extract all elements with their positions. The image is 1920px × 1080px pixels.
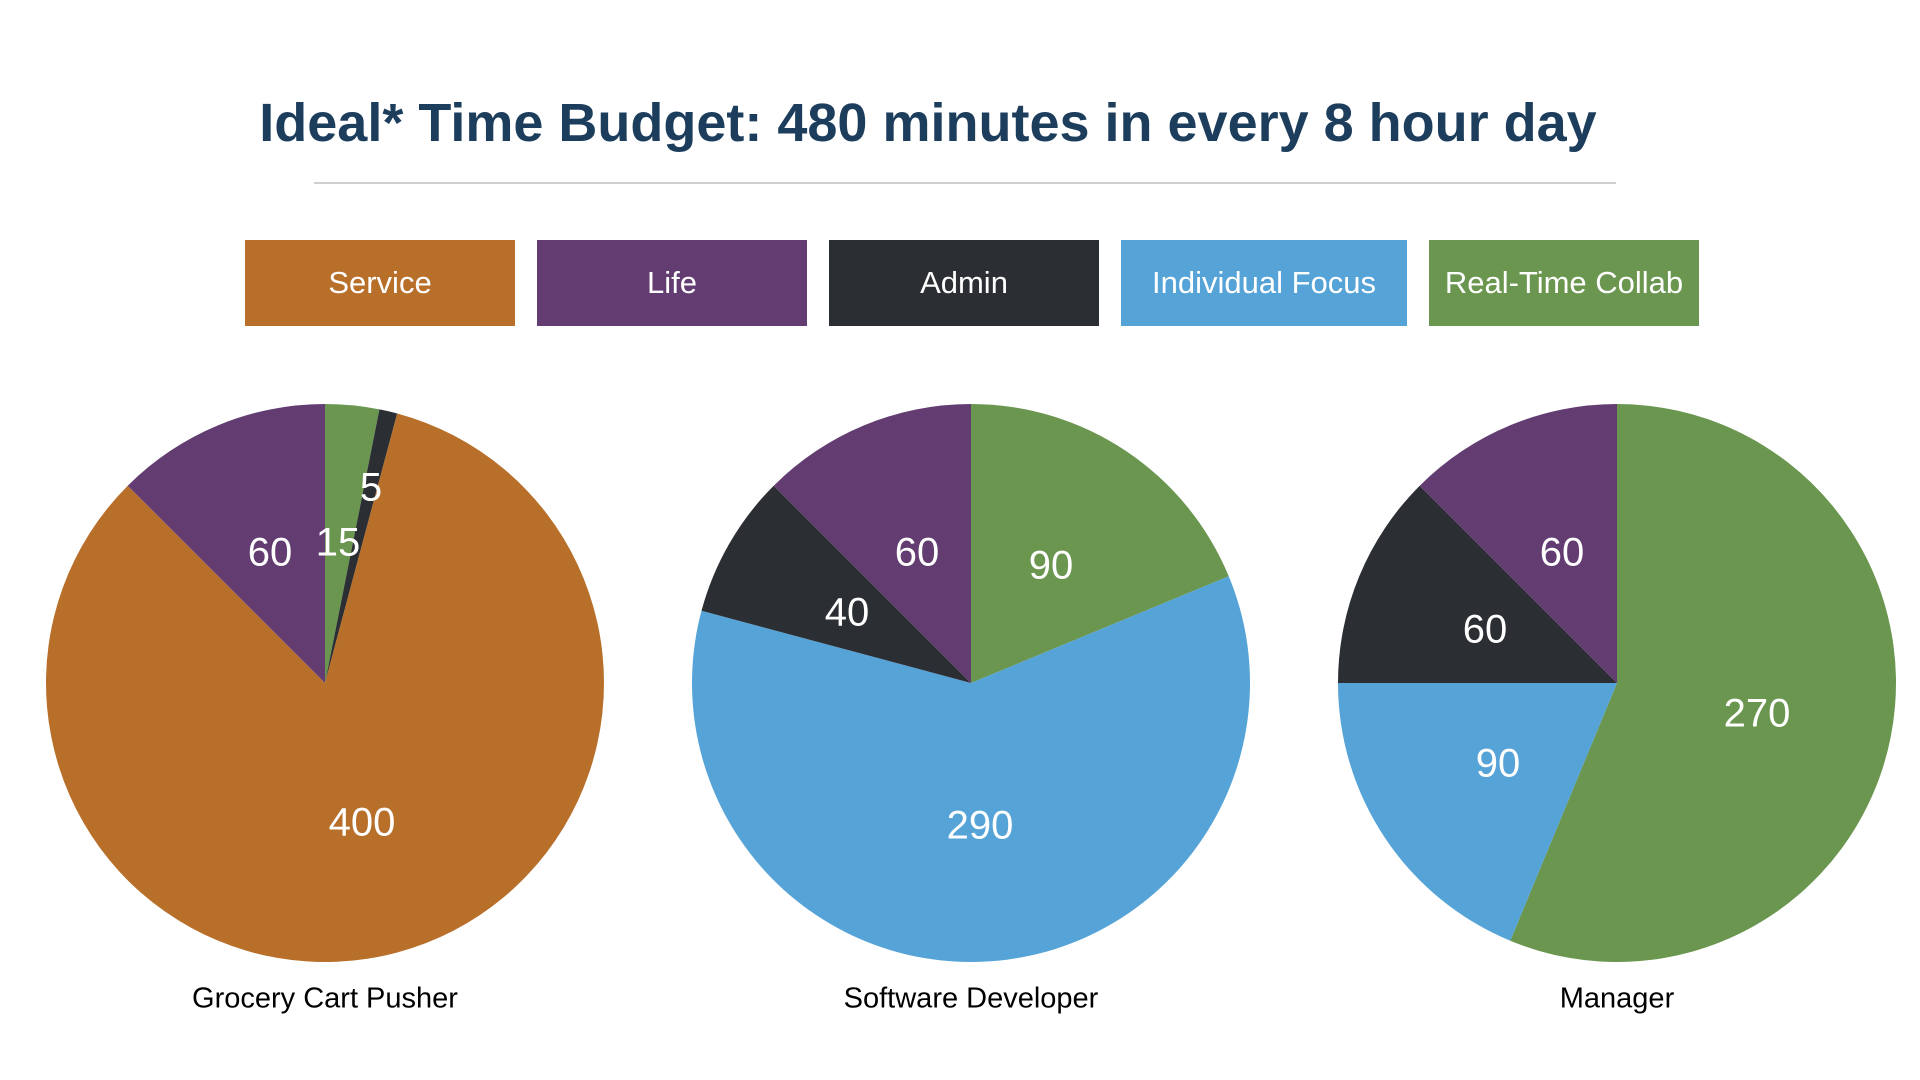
pie-slice-admin	[325, 409, 398, 683]
slice-value-label: 5	[360, 466, 382, 510]
pie-slice-real-time-collab	[1510, 404, 1896, 963]
pie-chart-caption: Manager	[1560, 983, 1675, 1015]
slice-value-label: 400	[329, 801, 396, 845]
pie-slice-real-time-collab	[325, 404, 380, 683]
slice-value-label: 60	[1463, 608, 1508, 652]
chart-title: Ideal* Time Budget: 480 minutes in every…	[259, 93, 1597, 153]
pie-slice-real-time-collab	[971, 404, 1229, 683]
pie-slice-life	[773, 404, 971, 683]
slice-value-label: 270	[1724, 692, 1791, 736]
legend-item-individual-focus: Individual Focus	[1121, 240, 1407, 326]
title-divider	[314, 182, 1616, 184]
pie-slice-admin	[701, 485, 971, 683]
legend: Service Life Admin Individual Focus Real…	[0, 240, 1920, 326]
legend-item-service: Service	[245, 240, 515, 326]
slice-value-label: 60	[1540, 531, 1585, 575]
pie-chart-1: 90 290 40 60 Software Developer	[691, 404, 1250, 1015]
pie-chart-caption: Software Developer	[844, 983, 1099, 1015]
pie-slice-admin	[1338, 485, 1617, 683]
slice-value-label: 60	[895, 531, 940, 575]
pie-chart-caption: Grocery Cart Pusher	[192, 983, 458, 1015]
pie-slice-service	[46, 413, 605, 962]
slice-value-label: 60	[248, 531, 293, 575]
slice-value-label: 15	[316, 521, 361, 565]
legend-item-admin: Admin	[829, 240, 1099, 326]
pie-chart-2: 270 90 60 60 Manager	[1338, 404, 1896, 1015]
pie-slice-life	[127, 404, 325, 683]
legend-item-real-time-collab: Real-Time Collab	[1429, 240, 1699, 326]
slice-value-label: 290	[947, 804, 1014, 848]
slice-value-label: 90	[1476, 742, 1521, 786]
legend-item-life: Life	[537, 240, 807, 326]
slice-value-label: 90	[1029, 544, 1074, 588]
pie-slice-life	[1419, 404, 1617, 683]
pie-slice-individual-focus	[1338, 683, 1617, 941]
pie-chart-0: 15 5 400 60 Grocery Cart Pusher	[46, 404, 605, 1015]
pie-slice-individual-focus	[691, 576, 1250, 962]
slice-value-label: 40	[825, 591, 870, 635]
